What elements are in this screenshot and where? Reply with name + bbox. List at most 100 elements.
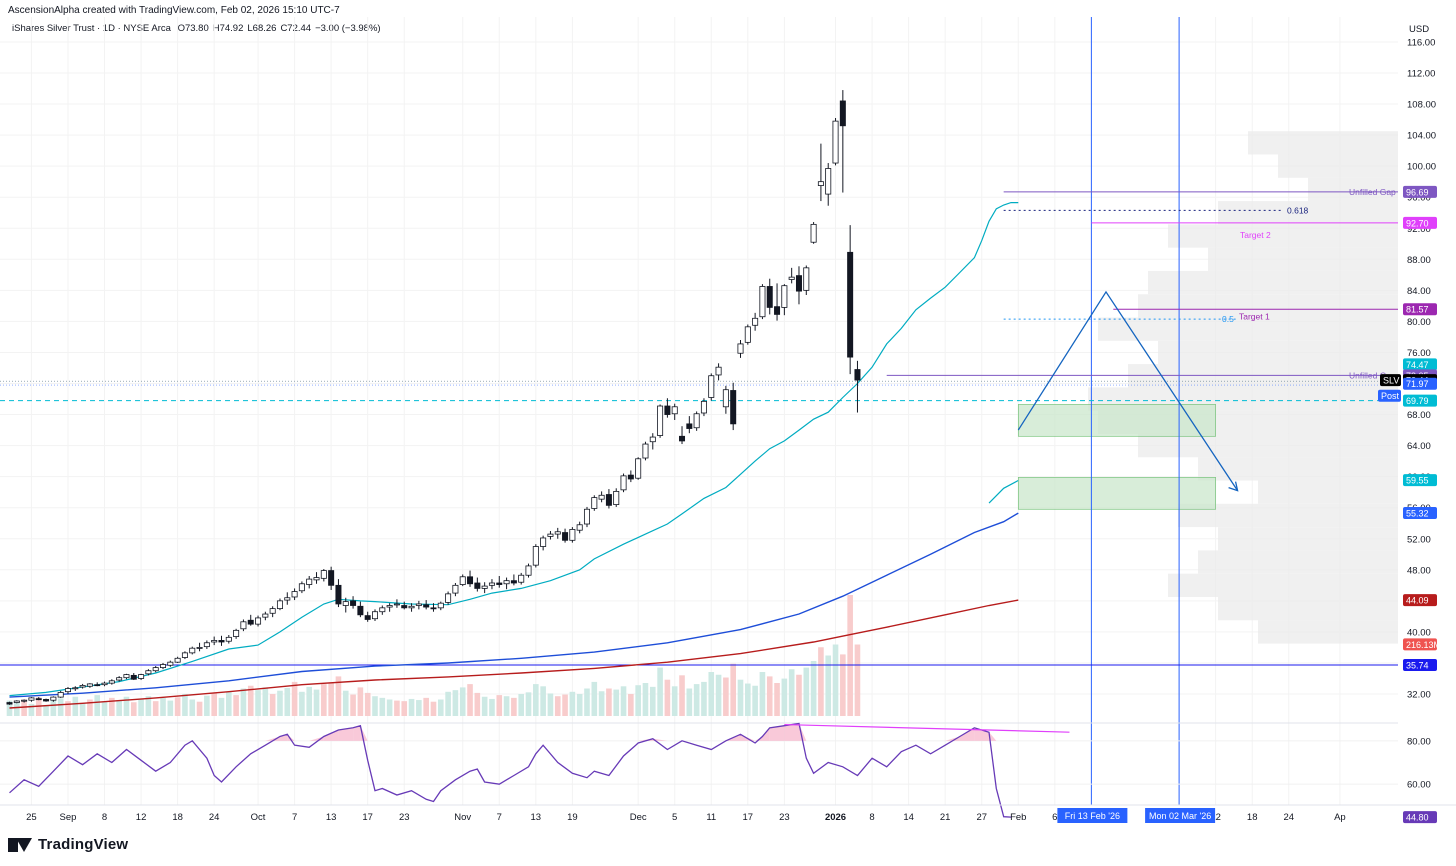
volume-bar <box>628 694 634 716</box>
candle-body <box>569 529 576 541</box>
volume-bar <box>101 701 108 716</box>
price-tag <box>1403 658 1437 671</box>
candle-body <box>306 578 313 585</box>
ema-extension-line <box>988 480 1019 504</box>
candle-body <box>94 684 101 687</box>
volume-profile-bar <box>1278 154 1398 178</box>
candle-body <box>181 652 188 658</box>
volume-profile-bar <box>1198 457 1398 481</box>
candle-body <box>247 619 254 625</box>
candle-body <box>379 607 386 613</box>
volume-bar <box>94 695 101 716</box>
candle-body <box>28 697 35 701</box>
volume-profile-bar <box>1258 620 1398 644</box>
x-tick-label: 7 <box>292 812 297 823</box>
volume-bar <box>606 688 612 716</box>
candle-body <box>64 688 71 693</box>
candle-body <box>130 674 137 680</box>
candle-body <box>167 661 174 666</box>
volume-bar <box>6 700 13 716</box>
volume-bar <box>752 685 758 716</box>
volume-bar <box>145 696 152 716</box>
candle-body <box>350 600 357 606</box>
y-tick-label: 104.00 <box>1407 131 1436 142</box>
y-tick-label: 108.00 <box>1407 100 1436 111</box>
x-tick-label: 14 <box>903 812 914 823</box>
rsi-overbought-fill <box>959 727 975 741</box>
chart-credit: AscensionAlpha created with TradingView.… <box>8 5 340 16</box>
volume-bar <box>204 695 210 716</box>
date-tag-label: Mon 02 Mar '26 <box>1149 811 1211 821</box>
candle-body <box>759 286 766 318</box>
candle-body <box>335 584 342 605</box>
volume-bar <box>847 595 853 716</box>
candle-body <box>203 642 210 648</box>
candle-body <box>774 306 781 315</box>
volume-bar <box>467 684 473 716</box>
candle-body <box>547 533 554 537</box>
y-tick-label: 100.00 <box>1407 162 1436 173</box>
volume-bar <box>649 686 656 716</box>
volume-bar <box>788 669 795 716</box>
volume-bar <box>379 697 386 716</box>
candle-body <box>554 531 561 535</box>
volume-bar <box>533 684 539 716</box>
candle-body <box>474 582 481 589</box>
candle-body <box>503 580 510 585</box>
rsi-overbought-fill <box>740 734 756 741</box>
x-tick-label: 18 <box>1247 812 1258 823</box>
volume-bar <box>701 681 707 716</box>
volume-bar <box>452 690 459 716</box>
candle-body <box>13 700 20 703</box>
volume-bar <box>174 697 181 716</box>
candle-body <box>839 100 846 127</box>
candle-body <box>627 474 634 480</box>
target-2-label: Target 2 <box>1240 230 1271 240</box>
rsi-overbought-fill <box>784 723 799 741</box>
volume-bar <box>211 692 217 716</box>
volume-bar <box>284 687 291 716</box>
volume-bar <box>167 700 174 716</box>
candle-body <box>583 508 590 525</box>
volume-bar <box>715 674 722 716</box>
post-tag <box>1378 389 1401 402</box>
x-tick-label: 17 <box>362 812 373 823</box>
volume-bar <box>657 667 663 716</box>
candle-body <box>540 537 547 547</box>
volume-bar <box>503 696 510 716</box>
volume-bar <box>233 695 239 716</box>
volume-profile-bar <box>1098 317 1398 341</box>
volume-bar <box>671 686 678 716</box>
date-tag <box>1145 808 1216 823</box>
volume-bar <box>511 697 517 716</box>
volume-bar <box>723 677 729 716</box>
volume-bar <box>832 644 839 716</box>
fib-618-label: 0.618 <box>1287 205 1309 215</box>
rsi-line <box>9 722 1012 818</box>
candle-body <box>715 366 722 376</box>
x-tick-label: Nov <box>454 812 471 823</box>
rsi-divergence-line <box>784 723 1070 733</box>
ohlc-open: O73.80 <box>177 23 209 34</box>
volume-bar <box>247 685 254 716</box>
tradingview-logo-icon <box>8 837 32 852</box>
volume-bar <box>554 696 561 716</box>
target-1-label: Target 1 <box>1239 312 1270 322</box>
volume-bar <box>489 698 495 716</box>
candle-body <box>832 120 839 164</box>
price-tag <box>1403 594 1437 607</box>
volume-bar <box>372 696 378 716</box>
price-tag-label: 55.32 <box>1406 508 1429 518</box>
volume-bar <box>408 698 415 716</box>
candle-body <box>722 389 729 408</box>
volume-bar <box>401 701 408 716</box>
volume-bar <box>620 686 627 716</box>
volume-bar <box>591 681 598 716</box>
candle-body <box>160 664 167 669</box>
volume-profile-bar <box>1138 433 1398 458</box>
volume-bar <box>255 690 261 716</box>
volume-bar <box>262 687 269 716</box>
tradingview-brand[interactable]: TradingView <box>8 836 128 853</box>
candle-body <box>284 597 291 601</box>
